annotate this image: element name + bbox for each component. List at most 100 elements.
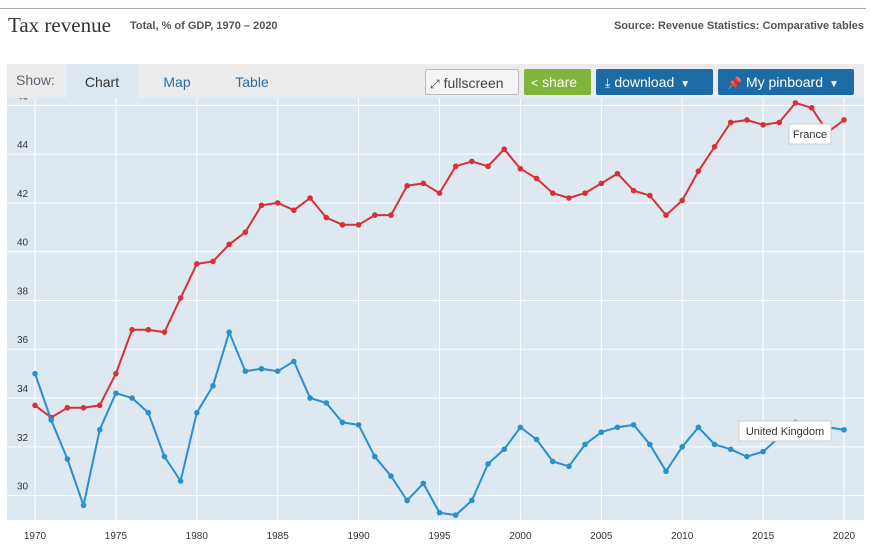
- data-point: [64, 404, 71, 411]
- download-icon: ⤓: [605, 76, 611, 90]
- data-point: [177, 478, 184, 484]
- data-point: [663, 468, 669, 475]
- data-point: [614, 170, 621, 177]
- data-point: [291, 207, 297, 214]
- top-divider: [0, 8, 866, 9]
- data-point: [727, 446, 734, 453]
- data-point: [339, 419, 346, 426]
- series-label-france: France: [793, 129, 827, 141]
- y-tick-label: 36: [17, 335, 29, 346]
- data-point: [647, 192, 653, 199]
- data-point: [469, 497, 475, 504]
- data-point: [145, 326, 152, 333]
- x-tick-label: 1995: [428, 531, 451, 542]
- data-point: [630, 422, 637, 428]
- data-point: [695, 168, 702, 174]
- x-tick-label: 1980: [186, 531, 209, 542]
- data-point: [355, 422, 362, 428]
- series-label-uk-box: [738, 420, 832, 442]
- data-point: [663, 212, 669, 218]
- y-tick-label: 32: [17, 433, 29, 444]
- data-point: [549, 458, 556, 465]
- data-point: [841, 117, 847, 123]
- series-label-uk: United Kingdom: [746, 426, 824, 438]
- plot-background: [7, 98, 864, 520]
- chart-area: 30 32 34 36 38 40 42 44 46 1970 1975 1980 1985 1990 19…: [0, 98, 870, 544]
- data-point: [776, 119, 783, 126]
- data-point: [517, 424, 524, 431]
- tab-chart[interactable]: Chart: [66, 64, 138, 98]
- data-point: [226, 329, 232, 335]
- data-point: [566, 463, 572, 470]
- page-subtitle: Total, % of GDP, 1970 – 2020: [130, 20, 278, 32]
- data-point: [533, 175, 540, 182]
- share-button[interactable]: < share: [524, 69, 591, 95]
- page-title: Tax revenue: [8, 13, 111, 37]
- data-point: [792, 100, 799, 106]
- data-point: [80, 404, 87, 411]
- y-tick-label: 34: [17, 384, 29, 395]
- data-point: [145, 409, 152, 416]
- data-point: [48, 417, 54, 423]
- x-tick-label: 1985: [267, 531, 290, 542]
- data-point: [760, 122, 766, 128]
- data-point: [420, 480, 427, 487]
- data-point: [630, 187, 637, 194]
- download-label: download: [614, 74, 675, 90]
- data-point: [274, 368, 281, 375]
- data-point: [371, 212, 378, 218]
- data-point: [274, 200, 281, 206]
- data-point: [307, 395, 313, 401]
- data-point: [760, 448, 766, 455]
- share-label: share: [542, 74, 578, 90]
- data-point: [32, 370, 38, 377]
- source-link[interactable]: Source: Revenue Statistics: Comparative …: [613, 20, 864, 32]
- data-point: [323, 400, 330, 406]
- data-point: [194, 261, 200, 267]
- download-button[interactable]: ⤓ download ▼: [596, 69, 713, 95]
- y-tick-label: 44: [17, 140, 29, 151]
- data-point: [808, 104, 815, 111]
- data-point: [161, 453, 168, 460]
- x-tick-label: 1970: [24, 531, 47, 542]
- x-tick-label: 2015: [752, 531, 775, 542]
- data-point: [355, 222, 362, 228]
- data-point: [566, 195, 572, 201]
- data-point: [388, 212, 394, 218]
- pinboard-label: My pinboard: [745, 74, 823, 90]
- expand-icon: ⤢: [430, 77, 440, 91]
- data-point: [501, 146, 508, 153]
- tab-map[interactable]: Map: [163, 74, 191, 90]
- series-label-france-box: [788, 123, 832, 145]
- y-tick-label: 40: [17, 238, 29, 249]
- data-point: [533, 436, 540, 443]
- data-point: [258, 365, 265, 372]
- data-point: [582, 190, 588, 196]
- data-point: [598, 429, 605, 435]
- data-point: [80, 502, 87, 509]
- y-tick-label: 38: [17, 286, 29, 297]
- data-point: [96, 402, 103, 409]
- x-tick-label: 2005: [590, 531, 613, 542]
- show-label: Show:: [16, 72, 55, 88]
- tab-table[interactable]: Table: [235, 74, 269, 90]
- data-point: [371, 453, 378, 460]
- data-point: [695, 424, 702, 431]
- data-point: [404, 183, 410, 189]
- data-point: [388, 473, 394, 479]
- data-point: [598, 180, 605, 187]
- data-point: [129, 326, 135, 333]
- data-point: [177, 295, 184, 301]
- data-point: [32, 402, 38, 409]
- y-tick-label: 42: [17, 189, 29, 200]
- x-tick-label: 1990: [347, 531, 370, 542]
- data-point: [96, 426, 103, 433]
- data-point: [679, 197, 685, 204]
- data-point: [614, 424, 621, 431]
- pinboard-button[interactable]: 📌 My pinboard ▼: [718, 69, 854, 95]
- data-point: [727, 119, 734, 126]
- data-point: [161, 329, 168, 335]
- x-tick-label: 2010: [671, 531, 694, 542]
- fullscreen-button[interactable]: ⤢ fullscreen: [425, 69, 519, 95]
- data-point: [711, 441, 718, 448]
